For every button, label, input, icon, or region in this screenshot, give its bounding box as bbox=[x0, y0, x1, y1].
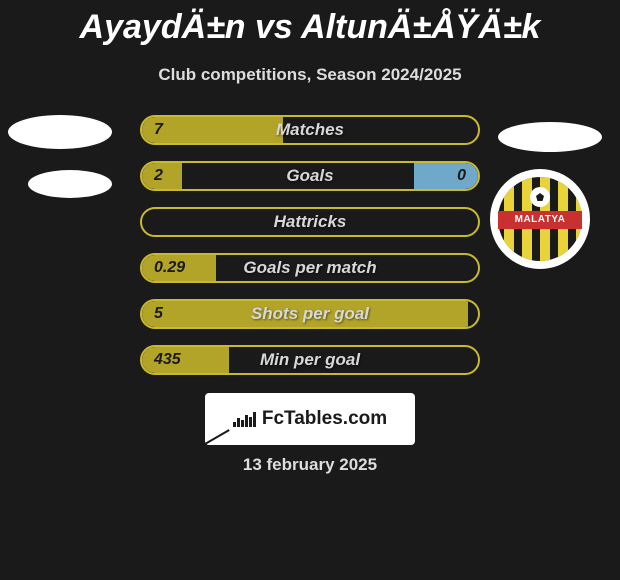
footer-date: 13 february 2025 bbox=[0, 455, 620, 475]
stat-label: Goals bbox=[142, 163, 478, 189]
footer-brand-text: FcTables.com bbox=[262, 408, 387, 430]
crest-band-text: MALATYA bbox=[498, 211, 582, 229]
stat-row: 20Goals bbox=[140, 161, 480, 191]
stat-label: Shots per goal bbox=[142, 301, 478, 327]
footer-logo-icon bbox=[233, 412, 256, 427]
player-left-badge-2 bbox=[28, 170, 112, 198]
stat-label: Hattricks bbox=[142, 209, 478, 235]
club-crest-right: MALATYA bbox=[490, 169, 590, 269]
stat-label: Matches bbox=[142, 117, 478, 143]
stat-row: 00Hattricks bbox=[140, 207, 480, 237]
subtitle: Club competitions, Season 2024/2025 bbox=[0, 65, 620, 85]
player-left-badge-1 bbox=[8, 115, 112, 149]
stat-row: 79Matches bbox=[140, 115, 480, 145]
stat-row: 0.29Goals per match bbox=[140, 253, 480, 283]
footer-brand-box: FcTables.com bbox=[205, 393, 415, 445]
stat-label: Min per goal bbox=[142, 347, 478, 373]
player-right-badge bbox=[498, 122, 602, 152]
stat-label: Goals per match bbox=[142, 255, 478, 281]
stat-row: 5Shots per goal bbox=[140, 299, 480, 329]
stat-row: 435Min per goal bbox=[140, 345, 480, 375]
stat-bars: 79Matches 20Goals 00Hattricks 0.29Goals per… bbox=[140, 115, 480, 391]
page-title: AyaydÄ±n vs AltunÄ±ÅŸÄ±k bbox=[0, 0, 620, 47]
